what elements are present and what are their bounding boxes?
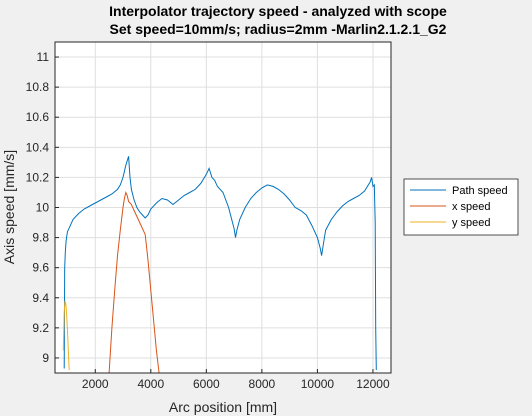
series-layer: [62, 156, 377, 373]
x-tick-label: 10000: [301, 377, 335, 391]
y-tick-label: 10: [36, 201, 50, 215]
y-tick-label: 10.2: [26, 170, 50, 184]
y-tick-label: 10.6: [26, 110, 50, 124]
x-tick-label: 4000: [137, 377, 164, 391]
legend-box: [403, 178, 519, 236]
y-tick-label: 9.2: [32, 321, 49, 335]
x-tick-label: 6000: [193, 377, 220, 391]
x-tick-label: 8000: [249, 377, 276, 391]
y-tick-label: 10.4: [26, 140, 50, 154]
y-ticks: 9 9.2 9.4 9.6 9.8 10 10.2 10.4 10.6 10.8 11: [26, 50, 59, 365]
y-tick-label: 11: [37, 50, 50, 64]
series-line-path-speed: [63, 156, 377, 371]
legend-label: Path speed: [452, 185, 508, 197]
series-line-x-speed: [108, 190, 160, 373]
x-tick-label: 2000: [82, 377, 109, 391]
y-tick-label: 9.4: [32, 291, 49, 305]
y-tick-label: 9.8: [32, 231, 49, 245]
y-axis-label: Axis speed [mm/s]: [1, 150, 17, 264]
y-tick-label: 9.6: [32, 261, 49, 275]
x-axis-label: Arc position [mm]: [169, 399, 277, 415]
legend-label: x speed: [452, 201, 491, 213]
x-ticks: 2000 4000 6000 8000 10000 12000: [82, 369, 390, 391]
chart-title: Interpolator trajectory speed - analyzed…: [109, 3, 447, 19]
y-tick-label: 10.8: [26, 80, 50, 94]
x-tick-label: 12000: [356, 377, 390, 391]
legend: Path speed x speed y speed: [403, 178, 519, 236]
grid: [55, 42, 391, 373]
series-line-y-speed: [62, 300, 70, 371]
chart-subtitle: Set speed=10mm/s; radius=2mm -Marlin2.1.…: [110, 21, 447, 37]
y-tick-label: 9: [42, 351, 49, 365]
legend-label: y speed: [452, 217, 491, 229]
